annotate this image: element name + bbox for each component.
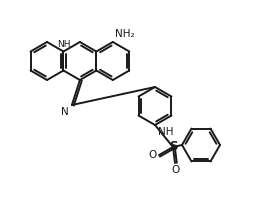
Text: NH: NH bbox=[158, 127, 173, 137]
Text: O: O bbox=[149, 150, 157, 160]
Text: O: O bbox=[171, 165, 179, 175]
Text: NH: NH bbox=[57, 39, 70, 49]
Text: NH₂: NH₂ bbox=[115, 29, 134, 39]
Text: N: N bbox=[61, 107, 69, 117]
Text: S: S bbox=[169, 141, 177, 153]
